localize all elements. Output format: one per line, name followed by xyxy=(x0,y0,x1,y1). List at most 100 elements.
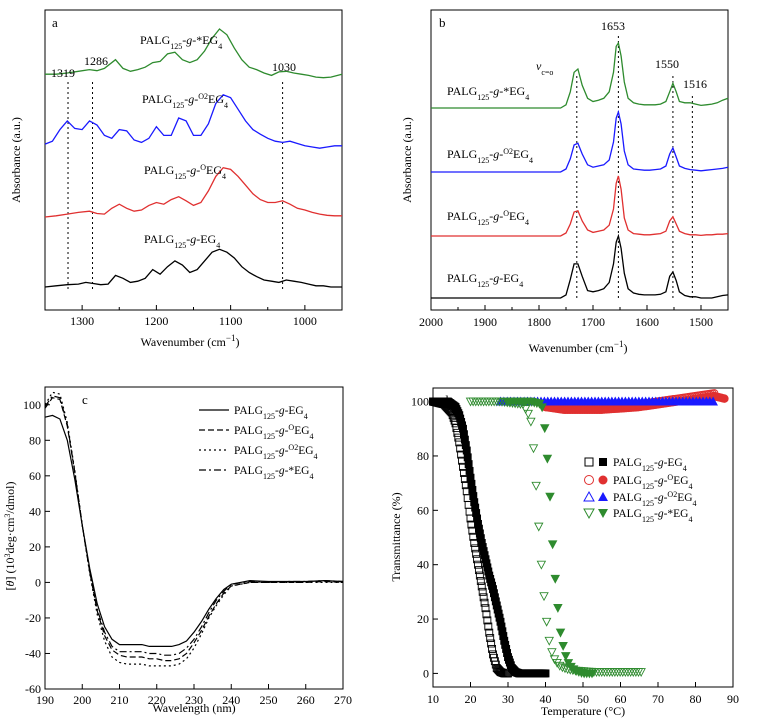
legend-marker-open-triangle xyxy=(583,490,595,502)
c-ytick-label: -40 xyxy=(25,646,41,660)
panel-a-label: a xyxy=(52,15,58,30)
d-cooling-point xyxy=(483,616,492,625)
c-legend-o: PALG125-g-OEG4 xyxy=(234,423,314,441)
d-heating-point xyxy=(541,669,550,678)
d-cooling-point xyxy=(544,636,554,646)
d-xtick-label: 60 xyxy=(615,692,627,706)
panel-b-frame xyxy=(430,9,729,311)
ref-1653-label: 1653 xyxy=(601,19,625,33)
b-series-line xyxy=(431,41,729,109)
b-xtick-label: 1900 xyxy=(473,315,497,329)
a-label-plain: PALG125-g-EG4 xyxy=(144,232,220,250)
a-series-line xyxy=(45,28,343,79)
d-cooling-point xyxy=(536,560,547,570)
c-ytick-label: 40 xyxy=(29,504,41,518)
d-cooling-point xyxy=(482,610,491,619)
a-series-line xyxy=(44,166,342,218)
d-cooling-point xyxy=(636,668,646,678)
d-ytick-label: 100 xyxy=(411,395,429,409)
panel-a-ftir-range: a Wavenumber (cm−1) Absorbance (a.u.) 13… xyxy=(9,9,343,349)
panel-c-label: c xyxy=(82,392,88,407)
panel-c-cd-spectra: c Wavelength (nm) [θ] (103deg·cm3/dmol) … xyxy=(3,386,352,715)
panel-b-label: b xyxy=(439,15,446,30)
b-label-o: PALG125-g-OEG4 xyxy=(447,209,529,227)
d-ytick-label: 80 xyxy=(417,449,429,463)
panel-b-ylabel: Absorbance (a.u.) xyxy=(400,117,414,203)
d-heating-point xyxy=(545,492,555,502)
b-xtick-label: 1800 xyxy=(527,315,551,329)
d-xtick-label: 80 xyxy=(690,692,702,706)
d-cooling-point xyxy=(547,648,557,658)
ref-1319-label: 1319 xyxy=(51,66,75,80)
ref-1286-label: 1286 xyxy=(84,54,108,68)
c-xtick-label: 250 xyxy=(260,693,278,707)
c-ytick-label: 20 xyxy=(29,540,41,554)
c-ytick-label: 0 xyxy=(35,575,41,589)
c-xtick-label: 240 xyxy=(222,693,240,707)
legend-marker-open-circle xyxy=(584,475,594,485)
d-ytick-label: 20 xyxy=(417,612,429,626)
d-cooling-point xyxy=(477,582,486,591)
d-cooling-point xyxy=(523,409,533,419)
c-series-line xyxy=(44,397,344,662)
d-cooling-point xyxy=(534,522,544,532)
b-label-o2: PALG125-g-O2EG4 xyxy=(447,147,533,165)
d-heating-point xyxy=(542,454,553,464)
d-heating-point xyxy=(462,446,471,455)
b-label-star: PALG125-g-*EG4 xyxy=(447,84,529,102)
legend-marker-filled-circle xyxy=(598,475,608,485)
a-xtick-label: 1300 xyxy=(70,314,94,328)
c-legend-plain: PALG125-g-EG4 xyxy=(234,405,308,421)
panel-d-ylabel: Transmittance (%) xyxy=(389,492,403,581)
d-heating-point xyxy=(540,424,550,434)
d-cooling-point xyxy=(474,560,482,569)
d-cooling-point xyxy=(486,634,495,643)
d-heating-point xyxy=(555,628,566,638)
d-cooling-point xyxy=(485,628,494,637)
ref-1550-label: 1550 xyxy=(655,57,679,71)
c-series-line xyxy=(44,391,343,667)
d-heating-point xyxy=(537,403,547,413)
legend-marker-open-invtriangle xyxy=(583,508,595,520)
c-series-line xyxy=(44,395,344,656)
d-cooling-point xyxy=(526,417,536,427)
c-ytick-label: 80 xyxy=(29,433,41,447)
ref-1030-label: 1030 xyxy=(272,60,296,74)
a-label-o: PALG125-g-OEG4 xyxy=(144,163,226,181)
d-series-group xyxy=(429,397,550,678)
panel-d-transmittance: d Temperature (°C) Transmittance (%) 102… xyxy=(389,387,739,718)
d-xtick-label: 30 xyxy=(502,692,514,706)
c-ytick-label: -60 xyxy=(25,682,41,696)
d-cooling-point xyxy=(528,444,539,454)
b-xtick-label: 1600 xyxy=(635,315,659,329)
b-series-line xyxy=(431,175,729,237)
b-xtick-label: 1500 xyxy=(689,315,713,329)
d-ytick-label: 0 xyxy=(423,666,429,680)
d-xtick-label: 50 xyxy=(577,692,589,706)
c-legend-star: PALG125-g-*EG4 xyxy=(234,465,314,481)
d-heating-point xyxy=(561,652,571,661)
a-series-line xyxy=(44,248,342,288)
d-heating-point xyxy=(463,453,472,462)
d-cooling-point xyxy=(473,555,482,564)
d-heating-point xyxy=(464,460,473,469)
c-ytick-label: -20 xyxy=(25,611,41,625)
d-cooling-point xyxy=(470,538,479,547)
panel-c-ylabel: [θ] (103deg·cm3/dmol) xyxy=(3,482,18,591)
panel-b-xlabel: Wavenumber (cm−1) xyxy=(529,339,628,355)
d-xtick-label: 70 xyxy=(652,692,664,706)
a-xtick-label: 1100 xyxy=(219,314,243,328)
d-cooling-point xyxy=(487,639,496,648)
b-label-plain: PALG125-g-EG4 xyxy=(447,271,523,289)
c-xtick-label: 260 xyxy=(297,693,315,707)
c-ytick-label: 100 xyxy=(23,398,41,412)
d-heating-point xyxy=(550,574,560,584)
d-cooling-point xyxy=(484,622,493,631)
d-legend-o2: PALG125-g-O2EG4 xyxy=(613,490,697,508)
c-xtick-label: 190 xyxy=(36,693,54,707)
d-heating-point xyxy=(587,669,597,679)
d-cooling-point xyxy=(481,604,490,613)
d-cooling-point xyxy=(479,593,488,602)
a-xtick-label: 1000 xyxy=(293,314,317,328)
d-cooling-point xyxy=(520,405,531,415)
